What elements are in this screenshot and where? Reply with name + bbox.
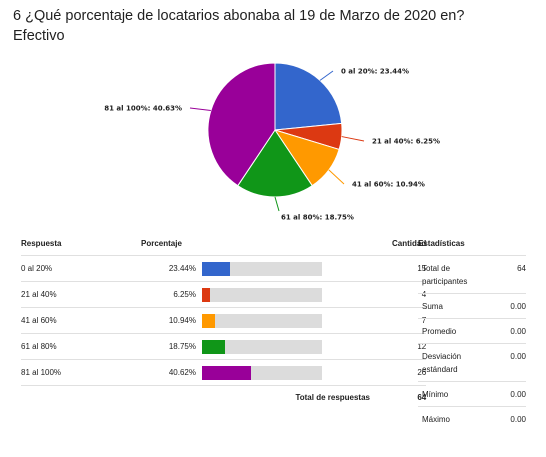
bar-track xyxy=(202,339,322,354)
stat-value: 0.00 xyxy=(510,352,526,361)
stat-row: Mínimo 0.00 xyxy=(418,382,526,407)
stat-label: Promedio xyxy=(422,327,457,336)
statistics-title: Estadísticas xyxy=(418,232,526,256)
slice-label: 41 al 60%: 10.94% xyxy=(352,181,425,189)
header-porcentaje: Porcentaje xyxy=(141,232,202,256)
bar-fill xyxy=(202,313,216,328)
statistics-panel: Estadísticas Total de participantes 64 Su… xyxy=(418,232,526,431)
row-percent: 40.62% xyxy=(141,359,202,386)
row-label: 21 al 40% xyxy=(21,281,141,308)
bar-fill xyxy=(202,261,231,276)
pie-chart: 0 al 20%: 23.44% 21 al 40%: 6.25% 41 al 60… xyxy=(104,62,440,222)
total-value: 64 xyxy=(417,392,427,402)
stat-value: 64 xyxy=(517,264,526,273)
header-cantidad: Cantidad xyxy=(392,232,427,256)
row-label: 41 al 60% xyxy=(21,307,141,334)
bar-track xyxy=(202,287,322,302)
header-bar xyxy=(202,232,392,256)
row-count: 7 xyxy=(392,307,427,334)
table-row: 0 al 20% 23.44% 15 xyxy=(21,255,427,282)
total-label: Total de respuestas xyxy=(295,392,370,402)
stat-row: Total de participantes 64 xyxy=(418,256,526,294)
stat-label: Suma xyxy=(422,302,443,311)
table-row: 21 al 40% 6.25% 4 xyxy=(21,281,427,308)
stat-label: Mínimo xyxy=(422,390,449,399)
response-table: Respuesta Porcentaje Cantidad 0 al 20% 2… xyxy=(21,232,427,409)
stat-row: Máximo 0.00 xyxy=(418,407,526,431)
row-percent: 18.75% xyxy=(141,333,202,360)
table-row: 61 al 80% 18.75% 12 xyxy=(21,333,427,360)
stat-value: 0.00 xyxy=(510,302,526,311)
row-percent: 23.44% xyxy=(141,255,202,282)
stat-row: Desviación estándard 0.00 xyxy=(418,344,526,382)
stat-row: Suma 0.00 xyxy=(418,294,526,319)
stat-label: Máximo xyxy=(422,415,451,424)
row-label: 81 al 100% xyxy=(21,359,141,386)
row-label: 0 al 20% xyxy=(21,255,141,282)
slice-label: 81 al 100%: 40.63% xyxy=(104,105,182,113)
row-count: 4 xyxy=(392,281,427,308)
stat-value: 0.00 xyxy=(510,390,526,399)
row-label: 61 al 80% xyxy=(21,333,141,360)
row-percent: 10.94% xyxy=(141,307,202,334)
bar-track xyxy=(202,313,322,328)
stat-value: 0.00 xyxy=(510,415,526,424)
table-row: 41 al 60% 10.94% 7 xyxy=(21,307,427,334)
slice-label: 61 al 80%: 18.75% xyxy=(281,214,354,222)
slice-leader-line xyxy=(341,136,365,142)
stat-value: 0.00 xyxy=(510,327,526,336)
total-row: Total de respuestas 64 xyxy=(21,386,426,409)
table-row: 81 al 100% 40.62% 26 xyxy=(21,359,427,386)
slice-leader-line xyxy=(319,70,334,81)
slice-label: 21 al 40%: 6.25% xyxy=(372,138,440,146)
slice-leader-line xyxy=(274,196,280,212)
chart-title: 6 ¿Qué porcentaje de locatarios abonaba … xyxy=(13,8,465,44)
bar-fill xyxy=(202,287,210,302)
row-percent: 6.25% xyxy=(141,281,202,308)
stat-row: Promedio 0.00 xyxy=(418,319,526,344)
stat-label: Total de participantes xyxy=(422,264,468,286)
row-count: 15 xyxy=(392,255,427,282)
stat-label: Desviación estándard xyxy=(422,352,462,374)
row-count: 12 xyxy=(392,333,427,360)
bar-track xyxy=(202,365,322,380)
table-header-row: Respuesta Porcentaje Cantidad xyxy=(21,232,427,256)
bar-track xyxy=(202,261,322,276)
bar-fill xyxy=(202,365,251,380)
header-respuesta: Respuesta xyxy=(21,232,141,256)
slice-leader-line xyxy=(189,107,211,112)
pie-slice xyxy=(274,62,343,131)
bar-fill xyxy=(202,339,225,354)
slice-label: 0 al 20%: 23.44% xyxy=(341,68,409,76)
slice-leader-line xyxy=(328,169,345,185)
